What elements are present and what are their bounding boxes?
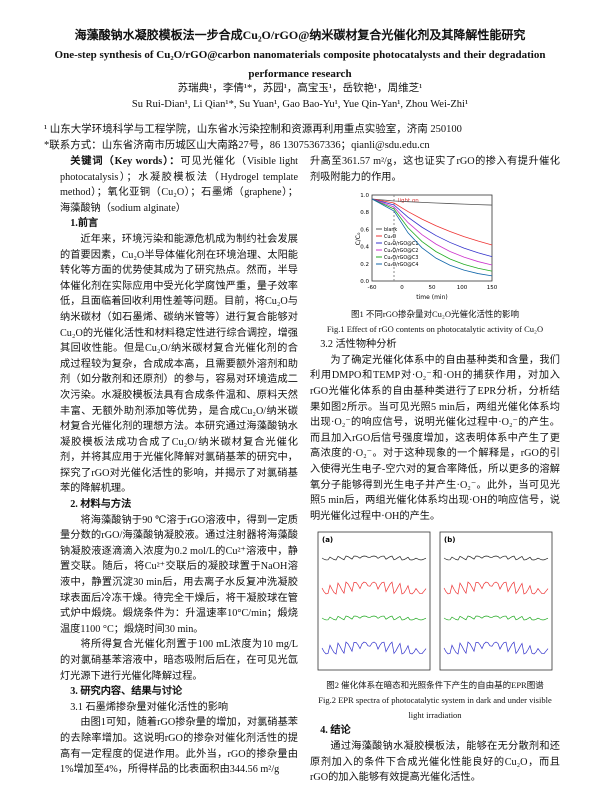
fig-text: C/C₀ [355, 232, 362, 245]
fig-text: time (min) [416, 294, 447, 301]
plot-frame [371, 194, 493, 282]
curve [371, 198, 493, 246]
spectrum [321, 641, 427, 655]
subheading: 3.2 活性物种分析 [320, 339, 397, 351]
keywords-para: 关键词（Key words）：可见光催化（Visible light photo… [60, 154, 298, 216]
legend-label: Cu₂O [384, 234, 396, 240]
subheading: 3.1 石墨烯掺杂量对催化活性的影响 [70, 701, 229, 713]
legend-label: Cu₂O/rGO@C3 [384, 255, 418, 261]
fig-text: (a) [322, 536, 333, 544]
heading: 3. 研究内容、结果与讨论 [70, 686, 183, 698]
panel-frame [439, 531, 553, 671]
figure-2: (a) (b) [317, 531, 553, 671]
heading: 2. 材料与方法 [70, 499, 132, 511]
y-tick-label: 1.0 [360, 193, 369, 199]
y-tick-label: 0.4 [360, 245, 369, 251]
curve [371, 198, 493, 258]
paragraph: 将所得复合光催化剂置于100 mL浓度为10 mg/L的对氯硝基苯溶液中，暗态吸… [60, 639, 298, 682]
spectrum [443, 615, 549, 621]
panel-frame [317, 531, 431, 671]
legend-label: Cu₂O/rGO@C4 [384, 262, 418, 268]
x-tick-label: 50 [429, 285, 436, 291]
y-tick-label: 0.8 [360, 210, 369, 216]
caption: Fig.1 Effect of rGO contents on photocat… [326, 324, 544, 335]
paragraph: 将海藻酸钠于90 ℃溶于rGO溶液中，得到一定质量分数的rGO/海藻酸钠凝胶液。… [60, 514, 298, 635]
curve [371, 198, 493, 206]
spectrum [443, 581, 549, 595]
y-tick-label: 0.0 [360, 279, 369, 285]
spectrum [443, 555, 549, 561]
legend-label: Cu₂O/rGO@C2 [384, 248, 418, 254]
legend-label: Cu₂O/rGO@C1 [384, 241, 418, 247]
y-tick-label: 0.2 [360, 262, 369, 268]
caption: 图1 不同rGO掺杂量对Cu₂O光催化活性的影响 [350, 309, 519, 320]
title-cn: 海藻酸钠水凝胶模板法一步合成Cu₂O/rGO@纳米碳材复合光催化剂及其降解性能研… [74, 28, 526, 42]
spectrum [321, 581, 427, 595]
page: {"header":{"title_cn":"海藻酸钠水凝胶模板法一步合成Cu₂… [44, 28, 560, 784]
title-en: One-step synthesis of Cu₂O/rGO@carbon na… [54, 49, 546, 80]
spectrum [443, 641, 549, 655]
right-column: 升高至361.57 m²/g，这也证实了rGO的掺入有提升催化剂吸附能力的作用。… [310, 154, 560, 786]
x-tick-label: 150 [487, 285, 498, 291]
heading: 1.前言 [70, 218, 99, 230]
contact: *联系方式：山东省济南市历城区山大南路27号，86 13075367336；qi… [44, 140, 430, 151]
legend-label: blank [384, 227, 397, 233]
paragraph: 通过海藻酸钠水凝胶模板法，能够在无分散剂和还原剂加入的条件下合成光催化性能良好的… [310, 740, 560, 784]
spectra [321, 555, 549, 655]
fig-text: (b) [444, 536, 455, 544]
left-column: 关键词（Key words）：可见光催化（Visible light photo… [60, 154, 298, 778]
caption: 图2 催化体系在暗态和光照条件下产生的自由基的EPR图谱 [326, 680, 544, 691]
caption: Fig.2 EPR spectra of photocatalytic syst… [318, 695, 552, 721]
x-tick-label: -60 [368, 285, 377, 291]
heading: 4. 结论 [320, 725, 351, 737]
paragraph: 升高至361.57 m²/g，这也证实了rGO的掺入有提升催化剂吸附能力的作用。 [310, 156, 560, 183]
paragraph: 近年来，环境污染和能源危机成为制约社会发展的首要因素，Cu₂O半导体催化剂在环境… [60, 233, 298, 495]
spectrum [321, 615, 427, 621]
affiliation: ¹ 山东大学环境科学与工程学院，山东省水污染控制和资源再利用重点实验室，济南 2… [44, 124, 462, 135]
curve [371, 198, 493, 272]
fig-text: light on [398, 198, 419, 204]
x-tick-label: 100 [457, 285, 468, 291]
curves [371, 198, 493, 277]
y-tick-label: 0.6 [360, 228, 369, 234]
curve [371, 198, 493, 277]
keywords-label: 关键词（Key words）： [70, 156, 181, 167]
curve [371, 198, 493, 266]
keywords: 可见光催化（Visible light photocatalysis）；水凝胶模… [60, 156, 298, 214]
x-ticks: -60 0 50 100 150 [368, 285, 498, 291]
figure-1: light on C/C₀ time (min) -60 0 50 100 150 1.… [355, 193, 498, 301]
spectrum [321, 555, 427, 561]
authors-cn: 苏瑞典¹，李倩¹*，苏园¹，高宝玉¹，岳钦艳¹，周维芝¹ [177, 83, 423, 94]
y-ticks: 1.0 0.8 0.6 0.4 0.2 0.0 [360, 193, 369, 285]
paragraph: 为了确定光催化体系中的自由基种类和含量，我们利用DMPO和TEMP对·O₂⁻和·… [310, 354, 560, 522]
authors-en: Su Rui-Dian¹, Li Qian¹*, Su Yuan¹, Gao B… [131, 99, 469, 110]
legend: blankCu₂OCu₂O/rGO@C1Cu₂O/rGO@C2Cu₂O/rGO@… [376, 227, 418, 268]
paragraph: 由图1可知，随着rGO掺杂量的增加，对氯硝基苯的去除率增加。这说明rGO的掺杂对… [60, 717, 298, 776]
x-tick-label: 0 [400, 285, 404, 291]
